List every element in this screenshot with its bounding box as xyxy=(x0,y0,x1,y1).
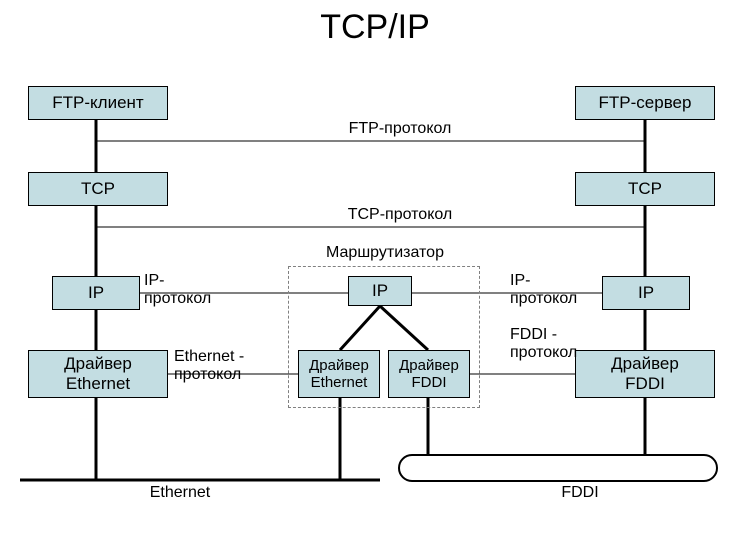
node-drv-fddi-l: Драйвер FDDI xyxy=(388,350,470,398)
diagram-title: TCP/IP xyxy=(0,8,750,47)
node-ftp-server: FTP-сервер xyxy=(575,86,715,120)
label-ftp-proto: FTP-протокол xyxy=(300,120,500,138)
label-eth-net: Ethernet xyxy=(100,484,260,502)
fddi-network-ring xyxy=(398,454,718,482)
diagram-stage: TCP/IP Маршрутизатор FTP-клиент FTP-сервер… xyxy=(0,0,750,544)
label-ip-proto-l: IP- протокол xyxy=(144,272,264,307)
node-ip-router: IP xyxy=(348,276,412,306)
label-ip-proto-r: IP- протокол xyxy=(510,272,630,307)
label-tcp-proto: TCP-протокол xyxy=(300,206,500,224)
label-eth-proto: Ethernet - протокол xyxy=(174,348,294,383)
node-tcp-right: TCP xyxy=(575,172,715,206)
node-tcp-left: TCP xyxy=(28,172,168,206)
label-fddi-proto: FDDI - протокол xyxy=(510,326,630,361)
node-ftp-client: FTP-клиент xyxy=(28,86,168,120)
label-fddi-net: FDDI xyxy=(500,484,660,502)
router-label: Маршрутизатор xyxy=(300,244,470,262)
node-drv-eth-r: Драйвер Ethernet xyxy=(298,350,380,398)
node-drv-eth-l: Драйвер Ethernet xyxy=(28,350,168,398)
node-ip-left: IP xyxy=(52,276,140,310)
